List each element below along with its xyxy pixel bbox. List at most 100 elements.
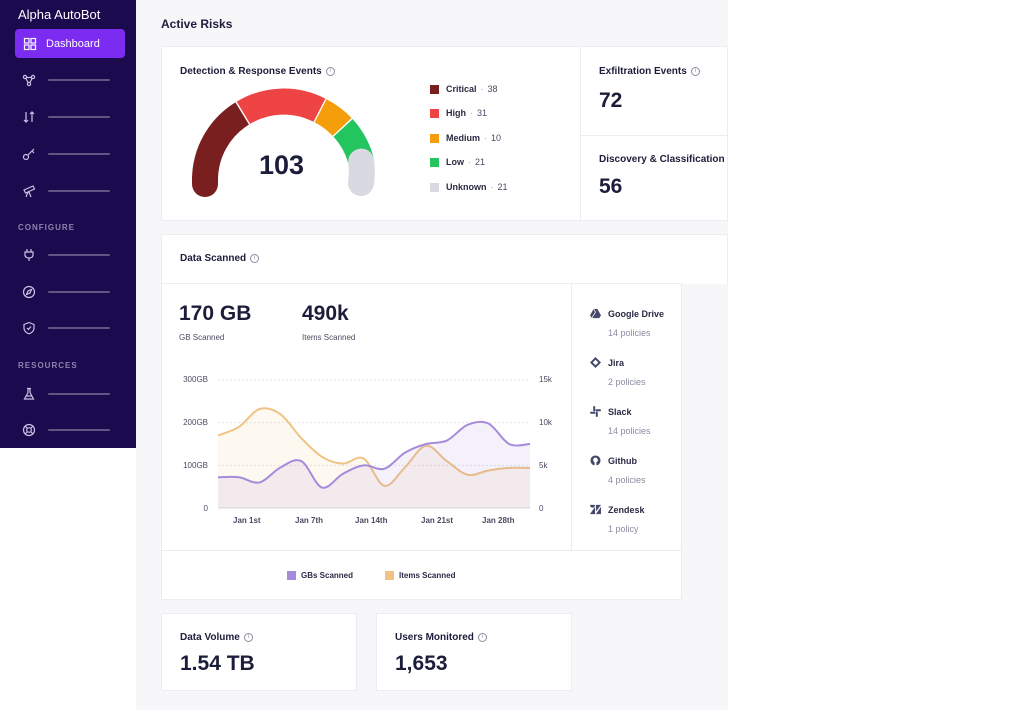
- legend-name: High: [446, 108, 466, 118]
- source-policies: 14 policies: [608, 328, 651, 338]
- compass-icon: [22, 285, 36, 299]
- x-tick: Jan 1st: [233, 516, 261, 525]
- source-google-drive[interactable]: Google Drive 14 policies: [590, 308, 665, 338]
- gauge-segment-medium: [314, 99, 352, 137]
- exfiltration-value: 72: [599, 89, 623, 112]
- gauge-segment-unknown: [348, 148, 375, 196]
- source-github[interactable]: Github 4 policies: [590, 455, 646, 485]
- sidebar: Alpha AutoBot Dashboard CONFIGURE: [0, 0, 136, 448]
- jira-icon: [590, 357, 601, 368]
- data-volume-title: Data Volume: [180, 632, 240, 643]
- data-volume-card[interactable]: Data Volume i 1.54 TB: [161, 613, 357, 691]
- legend-count: 10: [491, 133, 502, 143]
- x-tick: Jan 28th: [482, 516, 515, 525]
- detection-title: Detection & Response Events: [180, 66, 322, 77]
- legend-name: Low: [446, 157, 464, 167]
- users-monitored-title-row: Users Monitored i: [395, 632, 487, 643]
- source-zendesk[interactable]: Zendesk 1 policy: [590, 504, 645, 534]
- key-icon: [22, 148, 35, 161]
- legend-count: 31: [477, 108, 488, 118]
- source-name: Jira: [608, 358, 625, 368]
- data-scanned-header: Data Scanned i: [161, 234, 728, 284]
- source-slack[interactable]: Slack 14 policies: [590, 406, 651, 436]
- discovery-value: 56: [599, 175, 623, 198]
- sidebar-item-placeholder: [48, 153, 110, 155]
- sidebar-item-placeholder: [48, 393, 110, 395]
- info-icon[interactable]: i: [477, 633, 487, 642]
- source-policies: 1 policy: [608, 524, 639, 534]
- legend-name: Medium: [446, 133, 481, 143]
- y-left-tick: 200GB: [183, 418, 208, 427]
- sidebar-item-discover[interactable]: [22, 183, 117, 199]
- detection-total: 103: [259, 150, 305, 180]
- zendesk-icon: [590, 504, 601, 515]
- y-left-tick: 300GB: [183, 375, 208, 384]
- sidebar-item-placeholder: [48, 116, 110, 118]
- legend-count: 21: [475, 157, 486, 167]
- items-scanned-label: Items Scanned: [302, 333, 356, 342]
- source-name: Google Drive: [608, 309, 665, 319]
- discovery-card[interactable]: Discovery & Classification 56: [580, 135, 728, 221]
- slack-icon: [590, 406, 601, 417]
- sidebar-item-explore[interactable]: [22, 284, 117, 300]
- legend-items-scanned[interactable]: Items Scanned: [385, 571, 455, 580]
- source-jira[interactable]: Jira 2 policies: [590, 357, 646, 387]
- data-scanned-title-row: Data Scanned i: [180, 253, 260, 264]
- info-icon[interactable]: i: [250, 254, 260, 263]
- y-right-tick: 5k: [539, 461, 548, 470]
- exfiltration-card[interactable]: Exfiltration Events i 72: [580, 46, 728, 136]
- info-icon[interactable]: i: [690, 67, 700, 76]
- legend-name: Unknown: [446, 182, 487, 192]
- legend-high[interactable]: High · 31: [430, 108, 487, 118]
- transfer-arrows-icon: [23, 111, 35, 123]
- page-title: Active Risks: [161, 17, 233, 31]
- y-right-tick: 0: [539, 504, 544, 513]
- sidebar-item-transfers[interactable]: [22, 109, 117, 125]
- gbs-series-area: [218, 421, 530, 508]
- app-title: Alpha AutoBot: [18, 7, 101, 22]
- sidebar-item-label: Dashboard: [46, 37, 100, 50]
- legend-critical[interactable]: Critical · 38: [430, 84, 498, 94]
- legend-name: Critical: [446, 84, 477, 94]
- y-right-tick: 10k: [539, 418, 552, 427]
- items-scanned-value: 490k: [302, 302, 349, 325]
- exfiltration-title-row: Exfiltration Events i: [599, 66, 700, 77]
- info-icon[interactable]: i: [325, 67, 335, 76]
- legend-low[interactable]: Low · 21: [430, 157, 485, 167]
- y-right-tick: 15k: [539, 375, 552, 384]
- github-icon: [590, 455, 601, 466]
- sidebar-item-policies[interactable]: [22, 320, 117, 336]
- shield-icon: [23, 321, 35, 335]
- x-tick: Jan 14th: [355, 516, 388, 525]
- low-swatch: [430, 157, 439, 167]
- legend-label: Items Scanned: [399, 571, 456, 580]
- flask-icon: [23, 387, 35, 400]
- legend-count: 21: [497, 182, 508, 192]
- critical-swatch: [430, 84, 439, 94]
- detection-gauge: [192, 88, 375, 197]
- sidebar-item-labs[interactable]: [22, 386, 117, 402]
- sidebar-item-help[interactable]: [22, 422, 117, 438]
- sidebar-item-placeholder: [48, 429, 110, 431]
- sidebar-item-placeholder: [48, 327, 110, 329]
- y-left-tick: 0: [203, 504, 208, 513]
- legend-gbs-scanned[interactable]: GBs Scanned: [287, 571, 353, 580]
- users-monitored-title: Users Monitored: [395, 632, 474, 643]
- sidebar-item-connections[interactable]: [22, 72, 117, 88]
- gbs-series-line[interactable]: [218, 420, 530, 489]
- users-monitored-card[interactable]: Users Monitored i 1,653: [376, 613, 572, 691]
- items-series-line[interactable]: [218, 407, 530, 487]
- x-tick: Jan 21st: [421, 516, 454, 525]
- gbs-swatch: [287, 571, 296, 580]
- users-monitored-value: 1,653: [395, 652, 448, 675]
- data-scanned-title: Data Scanned: [180, 253, 247, 264]
- sidebar-item-integrations[interactable]: [22, 247, 117, 263]
- info-icon[interactable]: i: [243, 633, 253, 642]
- gauge-segment-high: [236, 88, 326, 125]
- sidebar-item-keys[interactable]: [22, 146, 117, 162]
- sidebar-item-placeholder: [48, 190, 110, 192]
- legend-unknown[interactable]: Unknown · 21: [430, 182, 508, 192]
- data-volume-value: 1.54 TB: [180, 652, 255, 675]
- legend-medium[interactable]: Medium · 10: [430, 133, 501, 143]
- sidebar-item-dashboard[interactable]: Dashboard: [15, 29, 125, 58]
